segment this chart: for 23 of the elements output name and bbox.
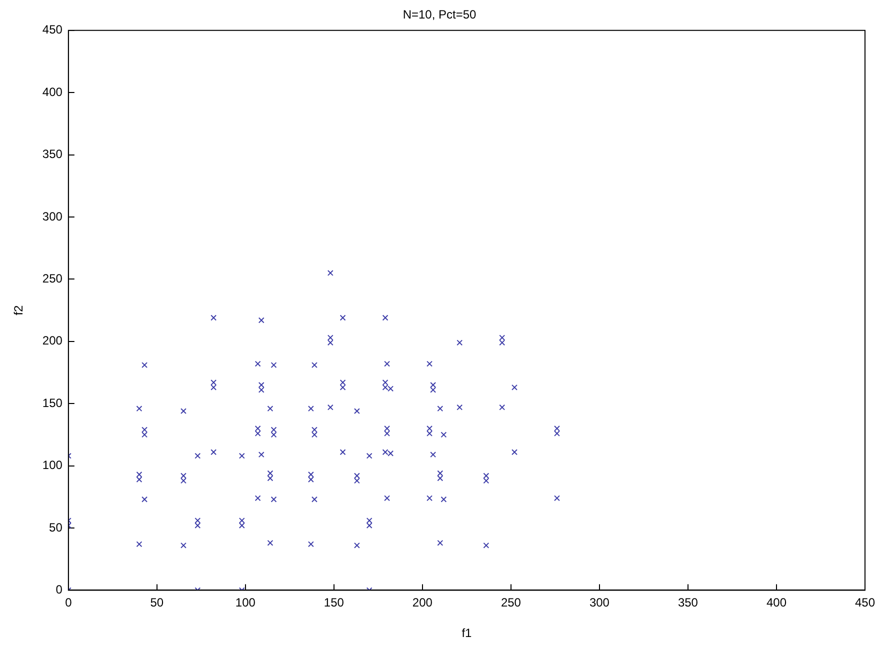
y-axis-title: f2 [12, 304, 26, 316]
x-tick-label: 350 [678, 596, 698, 610]
y-tick-label: 300 [42, 209, 63, 224]
x-tick-label: 300 [589, 596, 610, 610]
x-tick-label: 250 [500, 596, 522, 610]
y-tick-label: 100 [42, 458, 63, 472]
chart-title: N=10, Pct=50 [402, 8, 477, 22]
y-tick-label: 250 [42, 272, 63, 286]
x-tick-label: 100 [235, 596, 256, 610]
y-tick-label: 150 [42, 396, 63, 410]
y-tick-label: 50 [49, 520, 63, 534]
x-tick-label: 150 [324, 596, 344, 610]
x-tick-label: 450 [854, 596, 876, 610]
x-tick-label: 400 [766, 596, 787, 610]
y-tick-label: 400 [42, 84, 63, 99]
y-tick-label: 350 [42, 147, 63, 162]
y-tick-label: 0 [56, 582, 63, 597]
x-tick-label: 200 [412, 596, 433, 610]
x-tick-label: 0 [65, 596, 72, 610]
y-tick-label: 200 [42, 334, 63, 348]
y-tick-label: 450 [42, 22, 63, 37]
x-tick-label: 50 [150, 596, 164, 610]
x-axis-title: f1 [462, 626, 472, 640]
